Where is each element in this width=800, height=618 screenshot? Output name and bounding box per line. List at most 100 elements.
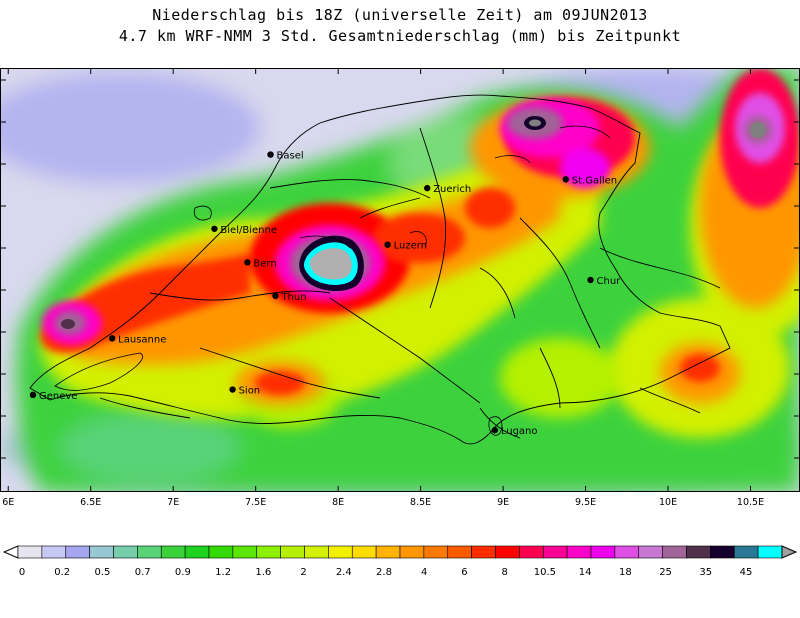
city-marker: Lugano: [491, 426, 538, 437]
legend-swatch: [471, 545, 496, 559]
city-label: Geneve: [39, 391, 77, 402]
legend-swatch: [662, 545, 687, 559]
x-tick-label: 6.5E: [80, 497, 101, 508]
x-tick-label: 7.5E: [245, 497, 266, 508]
city-dot: [424, 184, 431, 192]
legend-arrow-right: [781, 545, 798, 559]
city-marker: Luzern: [384, 241, 427, 252]
city-markers: Basel Zuerich St.Gallen Biel/Bienne Luzern Be…: [29, 151, 621, 437]
color-legend: 0 0.2 0.5 0.7 0.9 1.2 1.6 2 2.4 2.8 4 6 8 10.5 14 18 25 3…: [0, 540, 800, 590]
city-dot: [272, 292, 279, 300]
x-axis-labels: 6E 6.5E 7E 7.5E 8E 8.5E 9E 9.5E 10E 10.5E: [0, 492, 800, 512]
legend-label: 35: [699, 567, 712, 578]
legend-swatch: [208, 545, 234, 559]
legend-swatch: [137, 545, 162, 559]
city-dot: [29, 391, 37, 399]
x-tick-label: 8E: [332, 497, 344, 508]
border-lines: [29, 94, 731, 445]
legend-swatch: [304, 545, 329, 559]
city-marker: Thun: [272, 292, 307, 303]
legend-swatch: [590, 545, 616, 559]
x-tick-label: 10.5E: [737, 497, 764, 508]
city-label: Lausanne: [118, 334, 166, 345]
legend-swatch: [351, 545, 377, 559]
chart-title-line-1: Niederschlag bis 18Z (universelle Zeit) …: [152, 6, 648, 24]
legend-swatch: [232, 545, 258, 559]
x-axis-svg: 6E 6.5E 7E 7.5E 8E 8.5E 9E 9.5E 10E 10.5E: [2, 497, 764, 508]
legend-label: 2.8: [376, 567, 392, 578]
legend-swatch: [638, 545, 663, 559]
precip-field: [0, 68, 800, 492]
legend-swatch: [542, 545, 568, 559]
city-dot: [491, 426, 499, 434]
city-marker: Zuerich: [424, 184, 471, 195]
legend-label: 6: [461, 567, 467, 578]
legend-label: 0: [19, 567, 25, 578]
legend-swatch: [757, 545, 783, 559]
lake-outlines: [54, 125, 611, 436]
legend-swatch: [184, 545, 210, 559]
city-dot: [562, 176, 569, 183]
legend-label: 8: [501, 567, 507, 578]
axis-ticks: [0, 68, 800, 492]
legend-swatch: [495, 545, 520, 559]
city-label: Basel: [277, 151, 304, 162]
legend-swatch: [375, 545, 401, 559]
legend-swatch: [686, 545, 711, 559]
legend-label: 2: [300, 567, 306, 578]
legend-label: 25: [659, 567, 672, 578]
x-tick-label: 7E: [167, 497, 179, 508]
city-marker: St.Gallen: [562, 175, 617, 186]
legend-label: 10.5: [534, 567, 556, 578]
legend-swatch: [41, 545, 67, 559]
legend-swatch: [733, 545, 759, 559]
legend-label: 14: [579, 567, 592, 578]
legend-swatch: [519, 545, 544, 559]
city-label: Thun: [280, 292, 306, 303]
legend-label: 1.6: [255, 567, 271, 578]
city-marker: Basel: [267, 151, 304, 162]
city-dot: [211, 225, 218, 232]
precip-layer-extreme: [61, 116, 766, 329]
chart-title-line-2: 4.7 km WRF-NMM 3 Std. Gesamtniederschlag…: [118, 27, 682, 45]
x-tick-label: 8.5E: [410, 497, 431, 508]
city-label: Luzern: [394, 241, 427, 252]
city-label: St.Gallen: [572, 175, 617, 186]
city-marker: Chur: [587, 276, 621, 287]
legend-label: 0.7: [135, 567, 151, 578]
city-dot: [244, 259, 251, 266]
legend-swatch: [447, 545, 472, 559]
legend-swatch: [113, 545, 138, 559]
city-label: Sion: [239, 386, 261, 397]
city-dot: [229, 386, 236, 393]
city-marker: Sion: [229, 386, 260, 397]
x-tick-label: 9.5E: [575, 497, 596, 508]
legend-label: 18: [619, 567, 632, 578]
legend-swatch: [423, 545, 449, 559]
precipitation-map: Basel Zuerich St.Gallen Biel/Bienne Luzern Be…: [0, 68, 800, 492]
city-label: Lugano: [501, 426, 538, 437]
legend-swatch: [614, 545, 640, 559]
legend-swatch: [710, 545, 735, 559]
legend-swatch: [65, 545, 90, 559]
city-dot: [384, 241, 391, 248]
city-label: Zuerich: [433, 184, 471, 195]
color-legend-svg: 0 0.2 0.5 0.7 0.9 1.2 1.6 2 2.4 2.8 4 6 8 10.5 14 18 25 3…: [2, 545, 798, 578]
x-tick-label: 10E: [659, 497, 677, 508]
legend-arrow-left: [2, 545, 19, 559]
legend-swatch: [328, 545, 353, 559]
city-marker: Geneve: [29, 391, 77, 402]
legend-swatch: [280, 545, 305, 559]
city-marker: Biel/Bienne: [211, 225, 277, 236]
legend-swatch: [89, 545, 114, 559]
city-dot: [587, 276, 594, 284]
legend-swatch: [160, 545, 186, 559]
legend-label: 0.2: [54, 567, 70, 578]
legend-label: 1.2: [215, 567, 231, 578]
legend-label: 4: [421, 567, 427, 578]
city-label: Biel/Bienne: [220, 225, 277, 236]
city-marker: Bern: [244, 258, 277, 269]
city-label: Chur: [597, 276, 622, 287]
x-tick-label: 6E: [2, 497, 14, 508]
city-dot: [267, 151, 274, 158]
